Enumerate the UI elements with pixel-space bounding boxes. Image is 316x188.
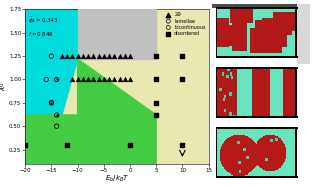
Point (154, 55, 159, 58)
Point (91, 78, 96, 81)
Polygon shape (25, 9, 78, 164)
Point (112, 55, 117, 58)
Y-axis label: $\chi_0$: $\chi_0$ (0, 81, 8, 92)
Point (80, 55, 85, 58)
Point (59, 55, 64, 58)
Point (54, 78, 59, 81)
Point (101, 55, 106, 58)
Point (154, 114, 159, 117)
Point (117, 78, 122, 81)
Point (106, 55, 112, 58)
Point (65, 143, 70, 146)
Point (54, 114, 59, 117)
Point (122, 78, 127, 81)
Point (54, 114, 59, 117)
Point (86, 78, 91, 81)
Point (112, 78, 117, 81)
Point (44, 78, 49, 81)
X-axis label: $E_b / k_B T$: $E_b / k_B T$ (105, 174, 129, 184)
Point (49, 101, 54, 104)
Point (86, 55, 91, 58)
Legend: 2Φ, lamellae, bicontinuous, disordered: 2Φ, lamellae, bicontinuous, disordered (163, 12, 206, 36)
Text: $\bar{\phi}_A = 0.343$: $\bar{\phi}_A = 0.343$ (28, 16, 58, 27)
Point (65, 55, 70, 58)
Point (101, 78, 106, 81)
Point (106, 78, 112, 81)
Point (122, 55, 127, 58)
Point (70, 78, 75, 81)
Point (154, 78, 159, 81)
Point (127, 78, 132, 81)
Point (127, 143, 132, 146)
Point (180, 143, 185, 146)
Point (49, 101, 54, 104)
Point (127, 55, 132, 58)
Polygon shape (78, 9, 156, 59)
Text: $f = 0.846$: $f = 0.846$ (28, 30, 54, 38)
Point (80, 78, 85, 81)
Point (49, 55, 54, 58)
Point (70, 55, 75, 58)
Point (96, 78, 101, 81)
Point (180, 55, 185, 58)
Point (154, 101, 159, 104)
Point (117, 55, 122, 58)
Point (23, 143, 28, 146)
Point (96, 55, 101, 58)
Point (54, 125, 59, 128)
Point (180, 78, 185, 81)
Point (54, 78, 59, 81)
Point (75, 78, 80, 81)
Point (75, 55, 80, 58)
Point (49, 101, 54, 104)
Polygon shape (25, 59, 156, 164)
Point (91, 55, 96, 58)
